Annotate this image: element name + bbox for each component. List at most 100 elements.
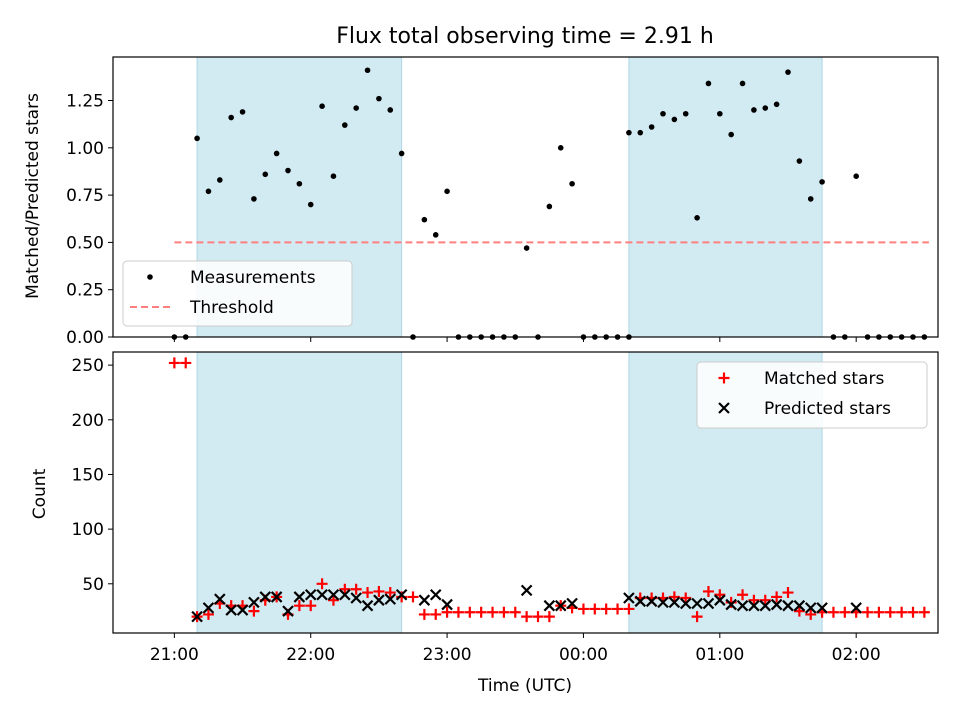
top-point-measurements: [444, 188, 450, 195]
bottom-legend-swatch: [718, 372, 730, 384]
bottom-point-predicted-stars: [441, 598, 453, 611]
top-point-measurements: [682, 110, 689, 117]
top-legend-label: Threshold: [189, 298, 274, 318]
bottom-point-predicted-stars: [429, 588, 442, 601]
bottom-point-predicted-stars: [202, 602, 215, 614]
top-point-measurements: [296, 180, 303, 187]
bottom-point-matched-stars: [532, 611, 544, 623]
bottom-point-predicted-stars: [236, 604, 249, 616]
bottom-x-tick-label: 00:00: [559, 645, 608, 665]
bottom-point-matched-stars: [600, 603, 612, 615]
bottom-point-predicted-stars: [270, 591, 283, 603]
bottom-point-predicted-stars: [793, 599, 806, 612]
bottom-point-matched-stars: [748, 594, 760, 606]
bottom-point-predicted-stars: [191, 610, 203, 623]
bottom-point-predicted-stars: [770, 598, 783, 611]
top-point-measurements: [228, 114, 234, 121]
bottom-point-predicted-stars: [850, 602, 862, 614]
bottom-point-matched-stars: [202, 608, 214, 620]
top-point-measurements: [546, 203, 553, 210]
top-point-measurements: [717, 110, 723, 117]
bottom-point-matched-stars: [498, 606, 510, 618]
bottom-y-axis-label: Count: [30, 468, 50, 519]
bottom-point-predicted-stars: [714, 594, 726, 606]
bottom-point-matched-stars: [771, 591, 783, 603]
bottom-point-matched-stars: [168, 357, 180, 369]
bottom-point-matched-stars: [577, 603, 589, 615]
top-y-tick-label: 0.75: [66, 186, 104, 206]
bottom-point-predicted-stars: [668, 596, 681, 609]
bottom-point-matched-stars: [487, 606, 499, 618]
bottom-x-tick-label: 01:00: [695, 645, 744, 665]
bottom-point-matched-stars: [350, 583, 362, 595]
top-point-measurements: [807, 196, 814, 202]
bottom-point-matched-stars: [407, 591, 419, 603]
top-point-measurements: [626, 129, 632, 136]
bottom-x-tick-label: 21:00: [150, 645, 199, 665]
bottom-point-matched-stars: [793, 605, 805, 617]
bottom-y-tick-label: 50: [82, 575, 104, 595]
bottom-point-predicted-stars: [736, 599, 749, 612]
bottom-point-predicted-stars: [566, 597, 578, 610]
bottom-point-predicted-stars: [248, 596, 260, 609]
bottom-point-matched-stars: [589, 603, 601, 615]
bottom-x-tick-label: 22:00: [286, 645, 335, 665]
bottom-point-predicted-stars: [293, 591, 306, 603]
bottom-point-matched-stars: [907, 606, 919, 618]
top-point-measurements: [262, 171, 269, 178]
x-axis-label: Time (UTC): [477, 676, 572, 696]
bottom-point-matched-stars: [873, 606, 885, 618]
bottom-point-predicted-stars: [327, 588, 340, 601]
bottom-point-matched-stars: [373, 585, 385, 597]
bottom-point-matched-stars: [680, 592, 692, 604]
bottom-point-matched-stars: [612, 603, 624, 615]
top-point-measurements: [251, 196, 257, 202]
bottom-shaded-span: [196, 351, 403, 634]
bottom-point-matched-stars: [475, 606, 487, 618]
top-point-measurements: [853, 173, 859, 179]
bottom-point-matched-stars: [759, 594, 771, 606]
bottom-point-matched-stars: [862, 606, 874, 618]
bottom-point-predicted-stars: [679, 597, 692, 610]
bottom-point-matched-stars: [668, 591, 680, 603]
bottom-point-matched-stars: [805, 608, 817, 620]
bottom-point-matched-stars: [464, 606, 476, 618]
bottom-axes-frame: [112, 351, 939, 634]
bottom-point-matched-stars: [884, 606, 896, 618]
bottom-point-matched-stars: [430, 608, 442, 620]
bottom-y-tick-label: 100: [72, 520, 104, 540]
bottom-point-predicted-stars: [702, 597, 715, 610]
bottom-point-matched-stars: [691, 611, 703, 623]
bottom-point-predicted-stars: [339, 588, 351, 601]
bottom-x-tick-label: 02:00: [832, 645, 881, 665]
bottom-point-predicted-stars: [418, 594, 431, 606]
bottom-point-predicted-stars: [384, 593, 397, 605]
top-y-axis-label: Matched/Predicted stars: [23, 93, 43, 299]
bottom-point-predicted-stars: [543, 599, 556, 612]
bottom-point-predicted-stars: [316, 588, 328, 601]
top-point-measurements: [239, 109, 246, 115]
bottom-point-predicted-stars: [804, 602, 817, 614]
bottom-point-matched-stars: [327, 594, 339, 606]
bottom-point-matched-stars: [623, 603, 635, 615]
top-point-measurements: [671, 116, 678, 123]
top-point-measurements: [648, 124, 655, 130]
top-point-measurements: [387, 107, 394, 113]
bottom-point-predicted-stars: [520, 584, 533, 597]
bottom-legend-box: [696, 361, 928, 429]
top-point-measurements: [523, 245, 530, 251]
bottom-point-predicted-stars: [395, 588, 408, 601]
bottom-point-matched-stars: [441, 606, 453, 618]
top-axes-frame: [112, 56, 939, 338]
bottom-point-matched-stars: [702, 585, 714, 597]
top-y-tick-label: 0.50: [66, 233, 104, 253]
bottom-point-matched-stars: [362, 587, 374, 599]
bottom-point-predicted-stars: [554, 599, 567, 612]
top-point-measurements: [773, 101, 780, 108]
top-y-tick-label: 1.25: [66, 92, 104, 112]
top-point-measurements: [785, 69, 791, 75]
top-point-measurements: [364, 67, 371, 74]
bottom-point-matched-stars: [918, 606, 930, 618]
bottom-point-predicted-stars: [657, 596, 669, 609]
